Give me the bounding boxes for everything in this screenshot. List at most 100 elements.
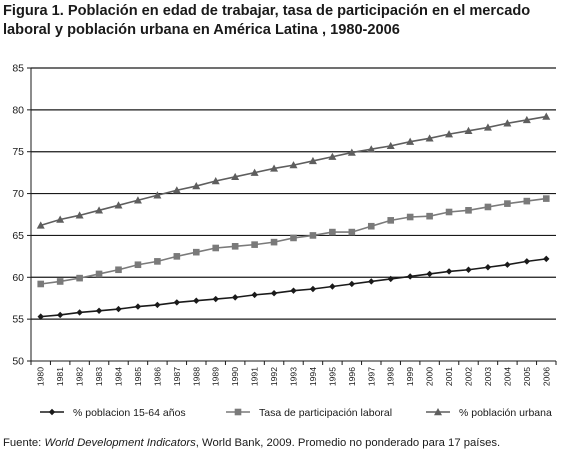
point-1-1981 [56,278,64,285]
legend-label-2: % población urbana [459,407,552,419]
x-tick-label-1981: 1981 [55,367,65,386]
point-1-1985 [134,261,142,269]
point-2-2003 [483,123,492,131]
point-1-1997 [367,222,375,230]
point-0-1981 [56,311,64,319]
point-2-1997 [367,145,376,153]
point-2-2005 [522,115,531,124]
point-1-1980 [37,280,45,288]
point-0-1997 [368,278,375,285]
point-0-1999 [406,273,414,280]
point-0-1991 [251,291,258,299]
x-tick-label-1989: 1989 [211,367,221,386]
x-tick-label-1988: 1988 [191,367,201,386]
point-1-2006 [542,195,550,202]
y-tick-label-80: 80 [12,104,24,116]
point-2-1980 [36,221,45,229]
point-0-1982 [76,309,83,316]
source-note: Fuente: World Development Indicators, Wo… [3,437,500,449]
source-prefix: Fuente: [3,437,45,449]
point-0-1986 [154,301,161,309]
point-0-2001 [445,268,453,275]
point-2-2001 [445,130,454,138]
point-0-2004 [504,261,511,268]
point-1-2002 [465,207,472,214]
point-1-1999 [406,213,414,221]
legend: % poblacion 15-64 años Tasa de participac… [40,407,552,419]
source-suffix: , World Bank, 2009. Promedio no ponderad… [195,437,501,449]
point-1-1987 [173,253,181,260]
point-2-1996 [347,148,356,156]
point-2-1991 [250,168,259,176]
point-2-2000 [425,134,434,142]
point-2-1987 [172,186,181,194]
point-1-1996 [348,228,356,236]
point-2-1981 [56,215,65,223]
point-0-1994 [309,285,317,293]
source-italic: World Development Indicators [44,437,196,449]
point-0-1993 [290,287,297,294]
point-0-1990 [231,294,239,301]
series-0 [37,255,550,320]
point-1-2004 [504,200,511,207]
point-0-1988 [193,297,200,304]
point-0-2003 [484,264,492,271]
point-1-1994 [309,232,317,239]
point-0-1987 [173,299,181,306]
x-tick-label-2001: 2001 [444,367,454,386]
point-0-1984 [115,305,122,313]
point-0-1980 [37,313,44,320]
point-2-2002 [464,126,473,134]
x-tick-label-1997: 1997 [366,367,376,386]
point-1-1990 [231,243,239,250]
point-0-2000 [426,270,433,278]
point-2-1986 [153,191,162,199]
x-tick-label-1994: 1994 [308,367,318,386]
x-tick-label-1996: 1996 [347,367,357,386]
point-2-1998 [386,141,395,150]
point-2-1999 [406,137,415,145]
point-2-1992 [270,164,279,172]
point-1-1992 [270,238,278,246]
x-tick-label-2004: 2004 [502,367,512,386]
x-tick-label-2000: 2000 [425,367,435,386]
point-0-2006 [543,255,550,263]
point-0-1983 [95,307,103,314]
x-tick-label-1983: 1983 [94,367,104,386]
point-2-1984 [114,201,123,209]
y-tick-label-60: 60 [12,272,24,284]
point-2-2004 [503,119,512,127]
point-0-2002 [465,266,472,273]
point-1-1983 [95,270,103,278]
point-0-1985 [134,303,142,310]
point-1-2000 [426,212,433,220]
legend-marker-1 [234,408,242,416]
point-0-1996 [348,280,356,288]
point-2-1983 [95,206,104,214]
legend-marker-0 [48,408,56,416]
point-1-1982 [76,274,83,282]
axes [27,67,557,365]
chart-title-line-1: Figura 1. Población en edad de trabajar,… [3,3,531,19]
point-0-1995 [329,283,336,290]
x-tick-label-2003: 2003 [483,367,493,386]
point-2-1994 [308,156,317,165]
legend-label-1: Tasa de participación laboral [259,407,392,419]
point-1-1986 [154,258,161,265]
point-2-1995 [328,152,337,160]
chart-title: Figura 1. Población en edad de trabajar,… [3,2,559,40]
point-2-1988 [192,182,201,190]
y-tick-labels: 50 55 60 65 70 75 80 85 [12,63,24,368]
series-1 [37,195,550,288]
point-2-2006 [542,112,551,120]
x-tick-label-1998: 1998 [386,367,396,386]
point-0-1998 [387,275,394,283]
gridlines [31,67,556,320]
x-tick-label-1987: 1987 [172,367,182,386]
point-0-1992 [270,289,278,297]
point-1-1984 [115,266,122,274]
x-tick-label-1982: 1982 [75,367,85,386]
point-0-1989 [212,295,219,303]
y-tick-label-65: 65 [12,230,24,242]
